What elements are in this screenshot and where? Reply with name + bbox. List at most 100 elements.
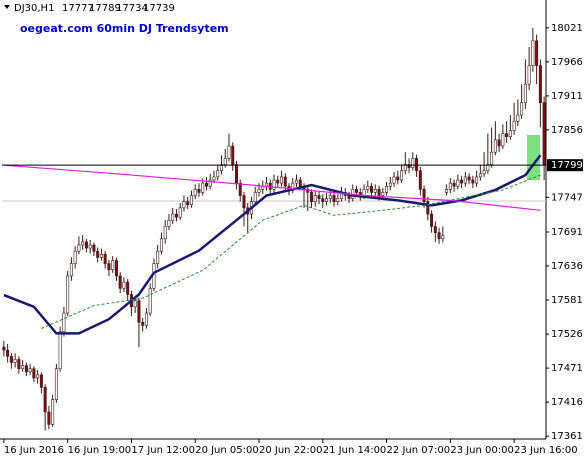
candle-body bbox=[310, 192, 314, 202]
candle-body bbox=[39, 374, 43, 388]
candle-body bbox=[272, 179, 276, 190]
candle-body bbox=[144, 312, 148, 326]
candle-body bbox=[452, 182, 456, 187]
candle-body bbox=[227, 145, 231, 159]
candle-body bbox=[28, 368, 32, 373]
candle-body bbox=[2, 346, 6, 351]
candle-body bbox=[58, 331, 62, 370]
menu-arrow bbox=[4, 5, 10, 9]
candle-body bbox=[362, 189, 366, 196]
candle-body bbox=[242, 195, 246, 209]
y-tick-label: 18021 bbox=[551, 23, 583, 34]
candle-body bbox=[159, 238, 163, 252]
candle-body bbox=[36, 374, 40, 379]
candle-body bbox=[51, 399, 55, 425]
candle-body bbox=[238, 182, 242, 196]
candle-body bbox=[197, 189, 201, 193]
candle-body bbox=[445, 189, 449, 193]
candle-body bbox=[141, 322, 145, 326]
candle-body bbox=[103, 253, 107, 264]
candle-body bbox=[463, 176, 467, 184]
candle-body bbox=[253, 192, 257, 202]
ohlc-low: 17734 bbox=[116, 3, 148, 14]
candle-body bbox=[231, 145, 235, 165]
candle-body bbox=[328, 195, 332, 199]
y-tick-label: 17471 bbox=[551, 363, 583, 374]
candle-body bbox=[538, 65, 542, 103]
candle-body bbox=[137, 300, 141, 323]
y-tick-label: 17966 bbox=[551, 57, 583, 68]
x-tick-label: 23 Jun 16:00 bbox=[514, 445, 578, 456]
candle-body bbox=[317, 195, 321, 199]
candle-body bbox=[385, 185, 389, 193]
candle-body bbox=[223, 158, 227, 165]
candle-body bbox=[21, 365, 25, 370]
candle-body bbox=[426, 201, 430, 215]
x-tick-label: 16 Jun 19:00 bbox=[68, 445, 132, 456]
candle-body bbox=[182, 201, 186, 209]
indicator-line bbox=[41, 174, 541, 329]
candle-body bbox=[216, 170, 220, 178]
candle-body bbox=[17, 359, 21, 370]
candle-body bbox=[448, 182, 452, 190]
candle-body bbox=[542, 102, 546, 166]
candle-body bbox=[219, 164, 223, 172]
y-tick-label: 17636 bbox=[551, 261, 583, 272]
candle-body bbox=[388, 182, 392, 187]
candle-body bbox=[313, 195, 317, 202]
candle-body bbox=[370, 185, 374, 193]
candle-body bbox=[415, 158, 419, 172]
candle-body bbox=[381, 192, 385, 196]
candle-body bbox=[527, 65, 531, 85]
current-price-label: 17799 bbox=[551, 160, 583, 171]
candle-body bbox=[321, 198, 325, 202]
y-tick-label: 17416 bbox=[551, 397, 583, 408]
candle-body bbox=[189, 195, 193, 206]
candle-body bbox=[478, 173, 482, 178]
candle-body bbox=[392, 176, 396, 184]
candle-body bbox=[377, 189, 381, 196]
candle-body bbox=[54, 368, 58, 400]
candle-body bbox=[43, 386, 47, 413]
x-tick-label: 23 Jun 00:00 bbox=[450, 445, 514, 456]
ohlc-open: 17777 bbox=[62, 3, 94, 14]
candle-body bbox=[418, 170, 422, 190]
candle-body bbox=[84, 241, 88, 249]
y-tick-label: 17581 bbox=[551, 295, 583, 306]
candle-body bbox=[332, 195, 336, 202]
candle-body bbox=[441, 235, 445, 240]
candle-body bbox=[24, 365, 28, 373]
candle-body bbox=[73, 250, 77, 264]
candle-body bbox=[400, 170, 404, 181]
candle-body bbox=[174, 213, 178, 218]
candle-body bbox=[156, 250, 160, 264]
candle-body bbox=[355, 189, 359, 193]
candle-body bbox=[422, 189, 426, 202]
candle-body bbox=[122, 281, 126, 289]
candle-body bbox=[403, 164, 407, 172]
candle-body bbox=[171, 213, 175, 221]
x-tick-label: 20 Jun 05:00 bbox=[195, 445, 259, 456]
candle-body bbox=[280, 176, 284, 184]
candle-body bbox=[118, 275, 122, 289]
candle-body bbox=[535, 40, 539, 66]
candle-body bbox=[96, 250, 100, 258]
candle-body bbox=[186, 201, 190, 206]
y-tick-label: 17526 bbox=[551, 329, 583, 340]
candle-body bbox=[193, 189, 197, 196]
candle-body bbox=[497, 139, 501, 147]
candle-body bbox=[490, 151, 494, 165]
candle-body bbox=[298, 179, 302, 187]
candle-body bbox=[99, 253, 103, 258]
candle-body bbox=[9, 356, 13, 363]
candle-body bbox=[88, 244, 92, 249]
candle-body bbox=[501, 133, 505, 147]
candle-body bbox=[107, 263, 111, 271]
candle-body bbox=[512, 120, 516, 131]
candle-body bbox=[467, 176, 471, 181]
candle-body bbox=[32, 368, 36, 379]
y-tick-label: 17361 bbox=[551, 431, 583, 442]
candle-body bbox=[505, 133, 509, 138]
